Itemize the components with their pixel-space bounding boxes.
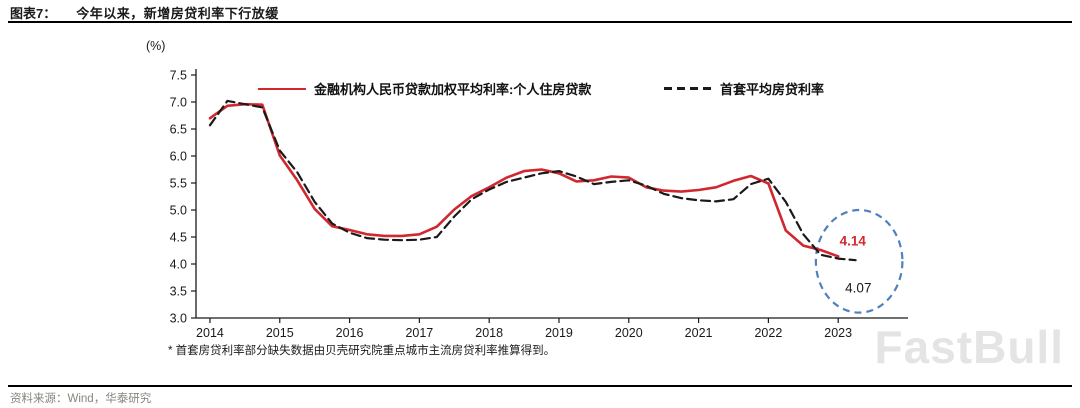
- y-tick-label: 3.5: [170, 285, 187, 299]
- red-solid-line-sample: [258, 87, 306, 90]
- y-tick-label: 4.0: [170, 258, 187, 272]
- y-tick-label: 4.5: [170, 231, 187, 245]
- figure-number: 图表7：: [10, 6, 57, 21]
- x-tick-label: 2021: [685, 326, 713, 340]
- legend-label-weighted-loan-rate: 金融机构人民币贷款加权平均利率:个人住房贷款: [314, 82, 592, 97]
- x-tick-label: 2016: [336, 326, 364, 340]
- y-tick-label: 3.0: [170, 312, 187, 326]
- x-tick-label: 2023: [824, 326, 852, 340]
- x-tick-label: 2020: [615, 326, 643, 340]
- x-tick-label: 2018: [475, 326, 503, 340]
- figure-header: 图表7： 今年以来，新增房贷利率下行放缓: [10, 3, 279, 22]
- source-note: 资料来源：Wind，华泰研究: [10, 393, 152, 405]
- y-tick-label: 6.5: [170, 123, 187, 137]
- footer-divider: [8, 385, 1072, 387]
- y-tick-label: 6.0: [170, 150, 187, 164]
- chart-footnote: * 首套房贷利率部分缺失数据由贝壳研究院重点城市主流房贷利率推算得到。: [168, 345, 556, 357]
- series-line-2: [208, 99, 857, 262]
- x-tick-label: 2014: [196, 326, 224, 340]
- y-tick-label: 7.0: [170, 96, 187, 110]
- y-tick-label: 5.5: [170, 177, 187, 191]
- highlight-ellipse: [814, 208, 904, 314]
- legend-item-first-home-rate: 首套平均房贷利率: [664, 79, 824, 98]
- value-annotation: 4.14: [840, 233, 867, 248]
- x-tick-label: 2017: [405, 326, 433, 340]
- y-tick-label: 5.0: [170, 204, 187, 218]
- x-tick-label: 2015: [266, 326, 294, 340]
- x-tick-label: 2022: [754, 326, 782, 340]
- legend-label-first-home-rate: 首套平均房贷利率: [720, 82, 825, 97]
- x-tick-label: 2019: [545, 326, 573, 340]
- y-tick-label: 7.5: [170, 69, 187, 83]
- legend-item-weighted-loan-rate: 金融机构人民币贷款加权平均利率:个人住房贷款: [258, 79, 591, 98]
- fastbull-watermark: FastBull: [874, 321, 1064, 373]
- black-dashed-line-sample: [664, 87, 712, 90]
- value-annotation: 4.07: [845, 280, 871, 295]
- header-divider: [8, 21, 1072, 23]
- series-line-1: [208, 102, 840, 258]
- figure-title: 今年以来，新增房贷利率下行放缓: [76, 6, 279, 21]
- y-axis-unit-label: (%): [146, 39, 166, 53]
